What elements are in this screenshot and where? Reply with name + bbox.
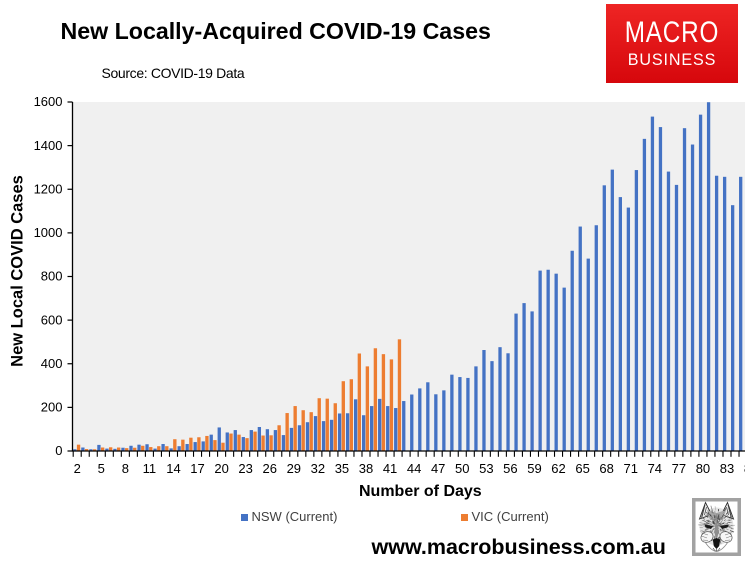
svg-text:600: 600	[41, 312, 63, 327]
svg-text:29: 29	[287, 461, 301, 476]
svg-text:400: 400	[41, 356, 63, 371]
svg-text:65: 65	[575, 461, 589, 476]
svg-text:1600: 1600	[34, 94, 63, 109]
svg-text:35: 35	[335, 461, 349, 476]
svg-text:1400: 1400	[34, 138, 63, 153]
svg-text:11: 11	[143, 461, 157, 476]
svg-text:56: 56	[503, 461, 517, 476]
svg-text:44: 44	[407, 461, 421, 476]
svg-text:59: 59	[527, 461, 541, 476]
svg-text:32: 32	[311, 461, 325, 476]
svg-text:68: 68	[599, 461, 613, 476]
svg-text:2: 2	[74, 461, 81, 476]
svg-text:53: 53	[479, 461, 493, 476]
svg-text:14: 14	[166, 461, 180, 476]
svg-text:0: 0	[55, 443, 62, 458]
svg-text:1000: 1000	[34, 225, 63, 240]
svg-text:5: 5	[98, 461, 105, 476]
svg-text:New Local COVID Cases: New Local COVID Cases	[9, 175, 27, 367]
svg-text:71: 71	[623, 461, 637, 476]
svg-text:23: 23	[238, 461, 252, 476]
svg-text:50: 50	[455, 461, 469, 476]
svg-text:83: 83	[720, 461, 734, 476]
svg-text:47: 47	[431, 461, 445, 476]
svg-text:26: 26	[263, 461, 277, 476]
svg-text:74: 74	[648, 461, 662, 476]
svg-text:200: 200	[41, 400, 63, 415]
svg-text:8: 8	[122, 461, 129, 476]
svg-text:1200: 1200	[34, 181, 63, 196]
svg-text:86: 86	[744, 461, 745, 476]
svg-text:38: 38	[359, 461, 373, 476]
svg-text:80: 80	[696, 461, 710, 476]
svg-text:800: 800	[41, 269, 63, 284]
svg-text:62: 62	[551, 461, 565, 476]
svg-text:17: 17	[190, 461, 204, 476]
svg-text:20: 20	[214, 461, 228, 476]
svg-text:77: 77	[672, 461, 686, 476]
svg-text:41: 41	[383, 461, 397, 476]
